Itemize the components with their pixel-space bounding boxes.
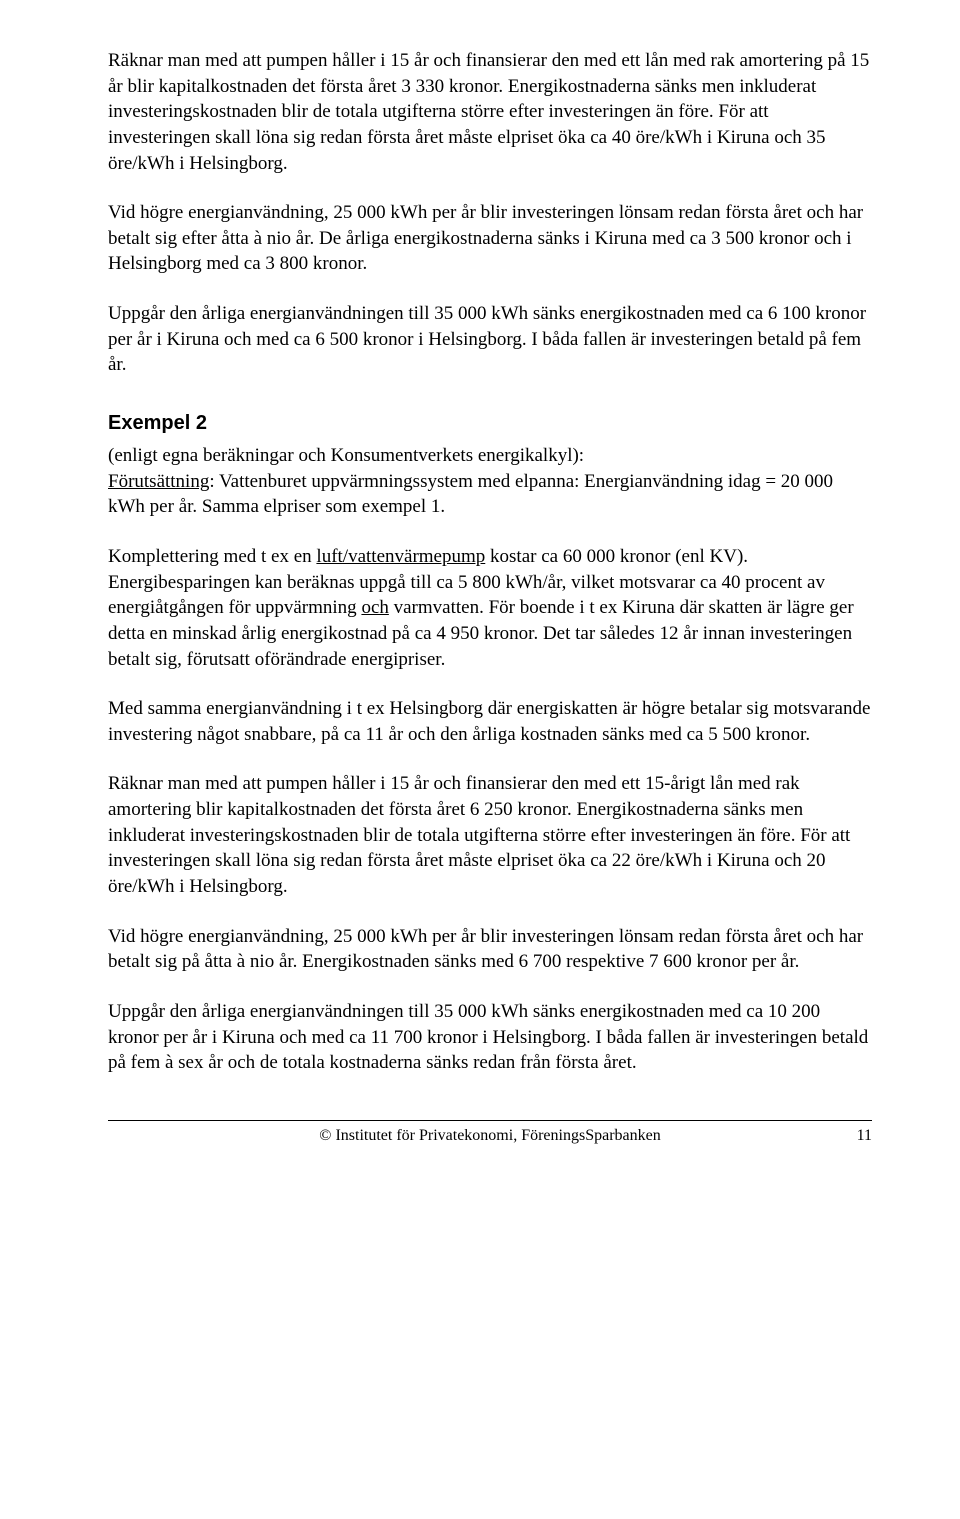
paragraph-lead: (enligt egna beräkningar och Konsumentve… xyxy=(108,445,584,466)
body-paragraph: Vid högre energianvändning, 25 000 kWh p… xyxy=(108,200,872,277)
body-paragraph: (enligt egna beräkningar och Konsumentve… xyxy=(108,443,872,520)
underlined-term: och xyxy=(361,597,388,618)
underlined-term: luft/vattenvärmepump xyxy=(316,546,485,567)
footer-page-number: 11 xyxy=(857,1125,872,1147)
body-paragraph: Räknar man med att pumpen håller i 15 år… xyxy=(108,48,872,176)
section-heading: Exempel 2 xyxy=(108,410,872,437)
body-paragraph: Uppgår den årliga energianvändningen til… xyxy=(108,999,872,1076)
footer-text: © Institutet för Privatekonomi, Förening… xyxy=(319,1127,660,1144)
paragraph-text: : Vattenburet uppvärmningssystem med elp… xyxy=(108,471,833,518)
body-paragraph: Med samma energianvändning i t ex Helsin… xyxy=(108,696,872,747)
body-paragraph: Komplettering med t ex en luft/vattenvär… xyxy=(108,544,872,672)
body-paragraph: Räknar man med att pumpen håller i 15 år… xyxy=(108,771,872,899)
paragraph-text: Komplettering med t ex en xyxy=(108,546,316,567)
underlined-term: Förutsättning xyxy=(108,471,209,492)
body-paragraph: Uppgår den årliga energianvändningen til… xyxy=(108,301,872,378)
page-footer: © Institutet för Privatekonomi, Förening… xyxy=(108,1120,872,1147)
body-paragraph: Vid högre energianvändning, 25 000 kWh p… xyxy=(108,924,872,975)
